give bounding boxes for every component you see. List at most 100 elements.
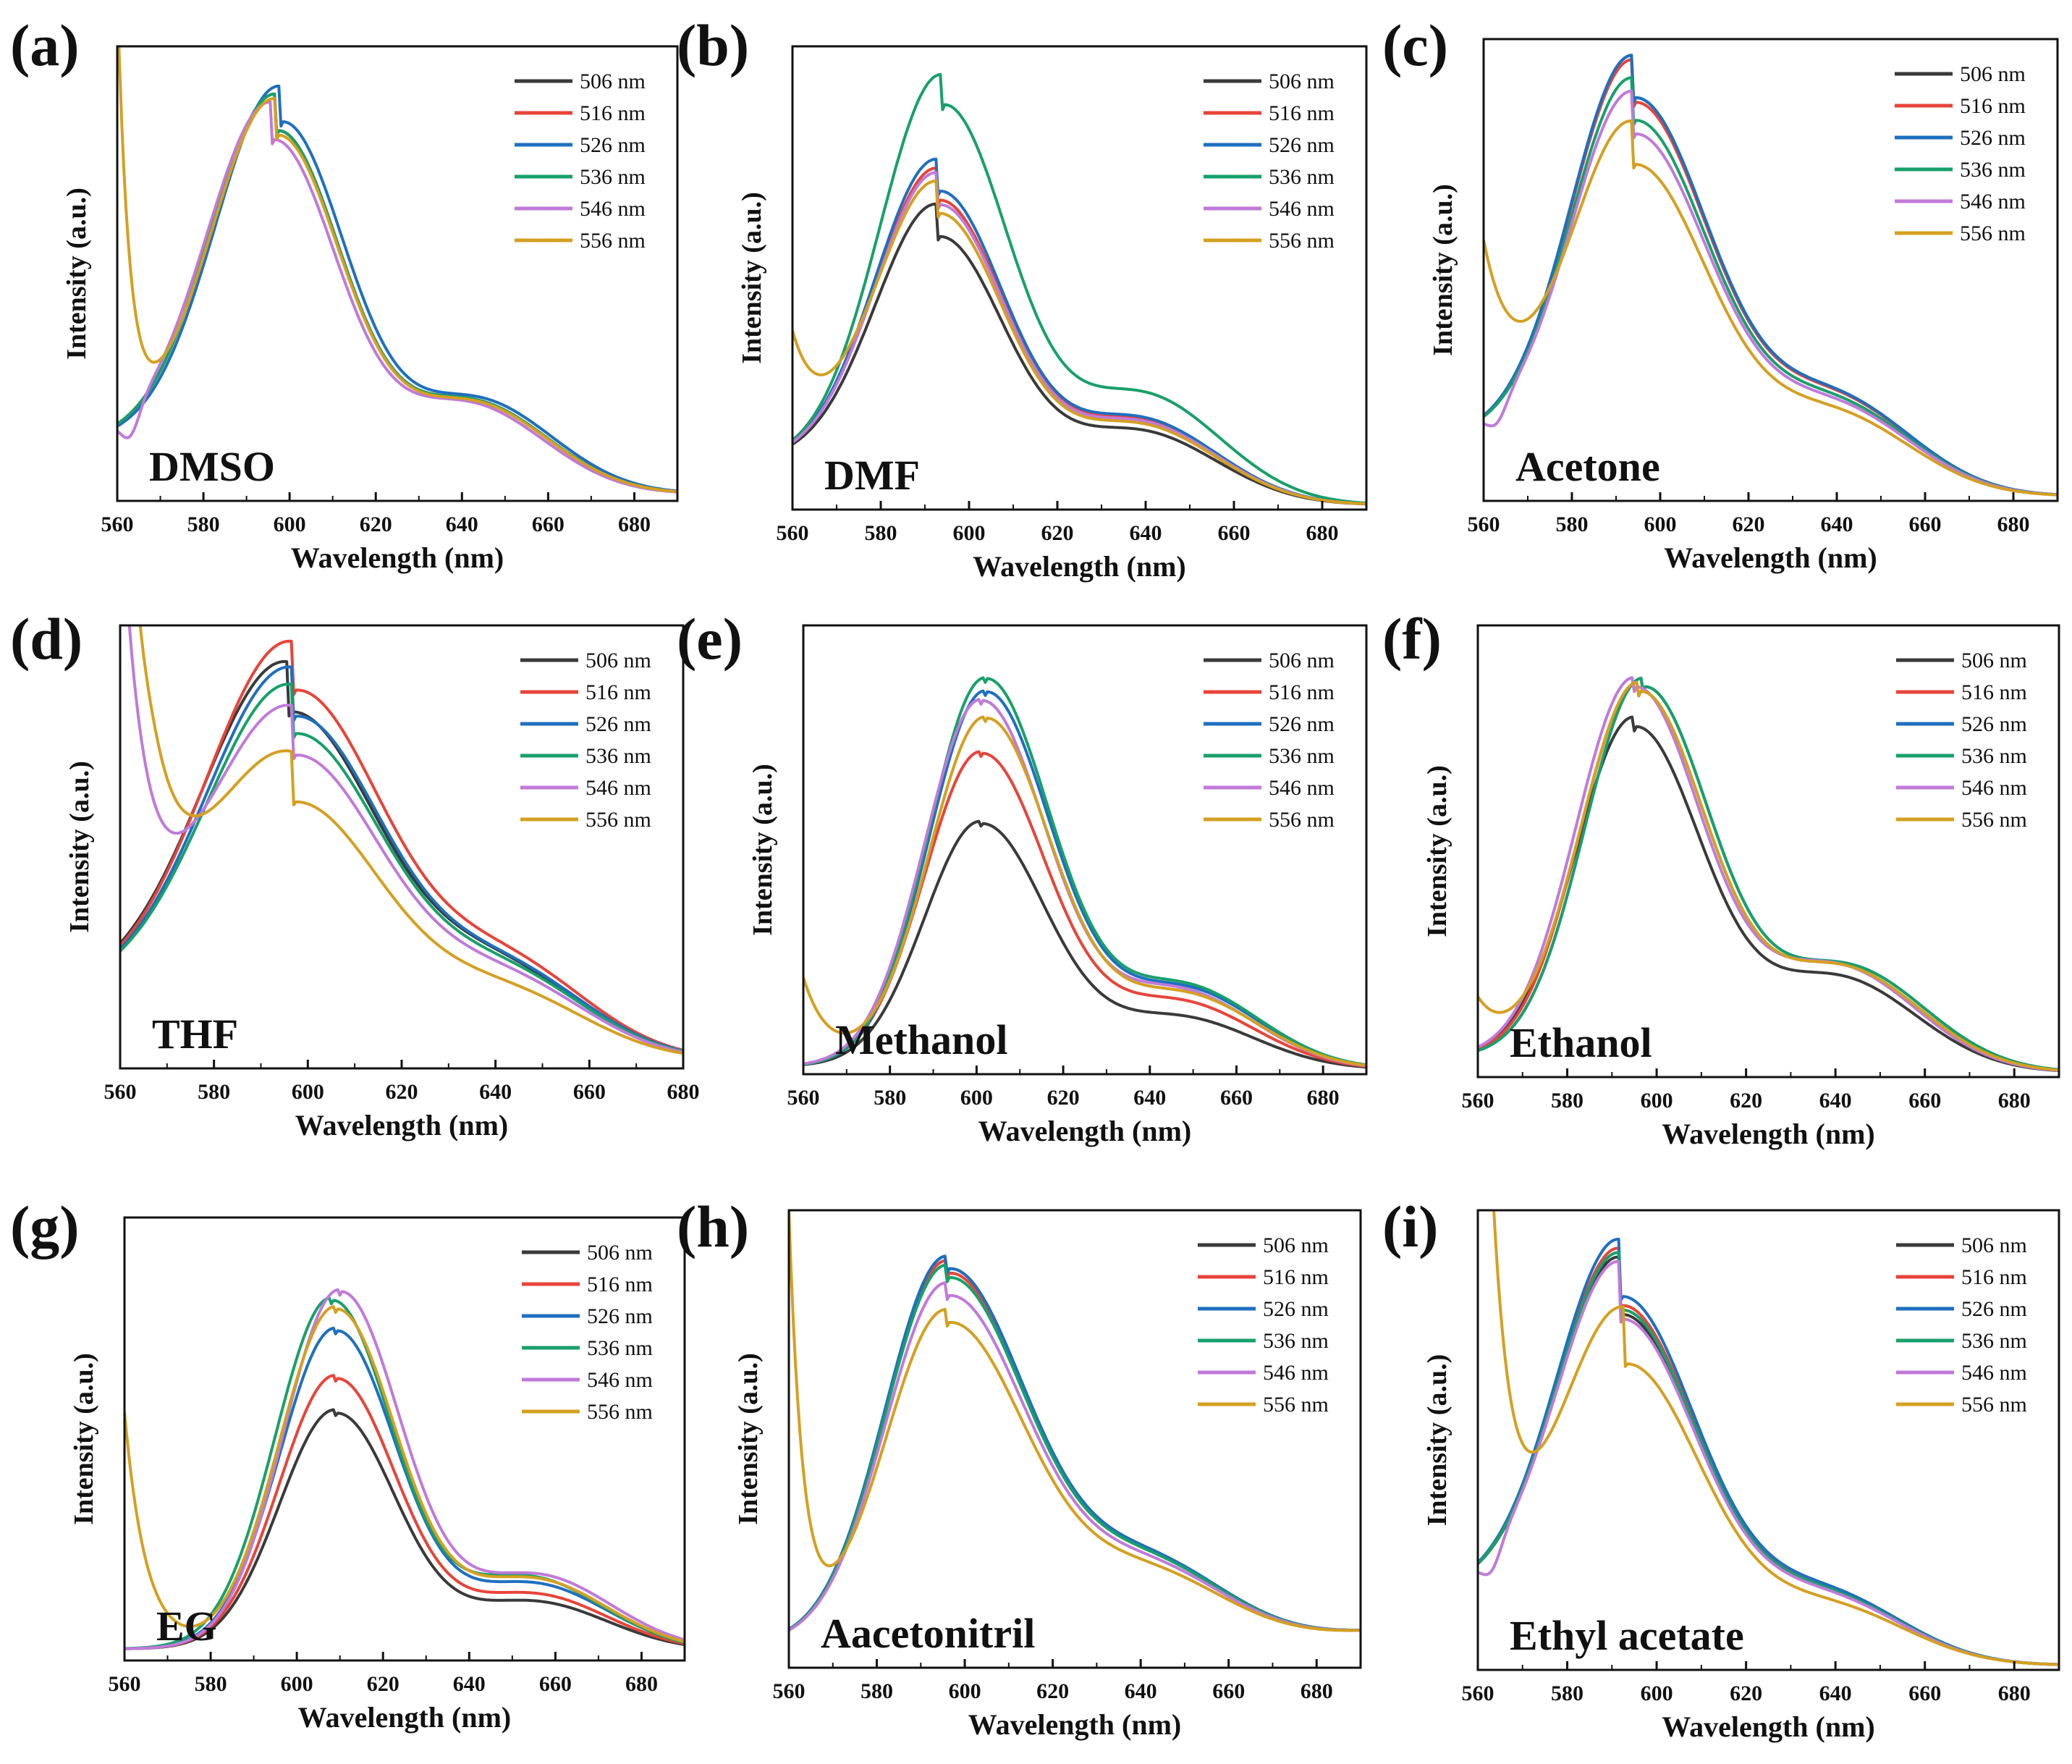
legend-entry: 506 nm (1961, 649, 2027, 672)
legend-entry: 546 nm (587, 1368, 653, 1392)
plot-frame (123, 1216, 686, 1662)
x-tick-label: 600 (292, 1080, 324, 1104)
panel-label: (g) (10, 1194, 80, 1259)
legend-entry: 546 nm (580, 197, 646, 221)
x-tick-label: 600 (1644, 512, 1677, 536)
legend: 506 nm 516 nm 526 nm 536 nm 546 nm 556 nm (515, 69, 646, 253)
series-line-556-nm (1492, 1210, 2059, 1666)
series-group (1478, 676, 2059, 1073)
legend: 506 nm 516 nm 526 nm 536 nm 546 nm 556 nm (1896, 1233, 2027, 1417)
legend-entry: 506 nm (1269, 69, 1335, 93)
x-tick-label: 660 (1212, 1679, 1245, 1703)
legend: 506 nm 516 nm 526 nm 536 nm 546 nm 556 nm (1198, 1233, 1329, 1417)
x-axis-label: Wavelength (nm) (298, 1701, 511, 1734)
panel-label: (d) (10, 606, 83, 672)
x-tick-label: 660 (532, 512, 564, 536)
legend-entry: 536 nm (1263, 1329, 1329, 1353)
legend: 506 nm 516 nm 526 nm 536 nm 546 nm 556 nm (1896, 649, 2027, 832)
plot-frame (791, 45, 1368, 511)
legend-entry: 536 nm (585, 744, 651, 768)
x-tick-label: 660 (1908, 1089, 1941, 1113)
panel-c: (c) 560 580 600 620 640 660 680 Wavelength (nm) I… (1382, 12, 2059, 574)
x-tick-label: 640 (1821, 512, 1853, 536)
legend-entry: 526 nm (587, 1304, 653, 1328)
panel-f: (f) 560 580 600 620 640 660 680 Wavelength (nm) I… (1382, 606, 2060, 1150)
y-axis-label: Intensity (a.u.) (737, 192, 767, 364)
series-line-546-nm (124, 1288, 685, 1650)
solvent-label: Aacetonitril (821, 1610, 1035, 1657)
x-tick-label: 580 (187, 512, 220, 536)
series-line-536-nm (120, 683, 683, 1053)
series-group (1484, 54, 2058, 497)
series-group (120, 625, 683, 1055)
series-line-516-nm (1478, 680, 2059, 1072)
x-tick-label: 560 (777, 521, 809, 545)
legend-entry: 526 nm (1269, 712, 1335, 736)
series-line-546-nm (127, 625, 683, 1054)
x-tick-label: 680 (1997, 512, 2030, 536)
legend-entry: 556 nm (580, 229, 646, 253)
legend-entry: 546 nm (585, 776, 651, 800)
x-axis-label: Wavelength (nm) (968, 1708, 1181, 1741)
x-tick-label: 680 (1307, 1086, 1340, 1110)
x-axis-label: Wavelength (nm) (291, 541, 504, 574)
legend-entry: 536 nm (587, 1336, 653, 1360)
series-line-516-nm (1484, 58, 2058, 497)
legend-entry: 536 nm (1961, 744, 2027, 768)
x-axis-label: Wavelength (nm) (1662, 1710, 1874, 1743)
x-tick-label: 680 (1998, 1089, 2031, 1113)
x-tick-label: 600 (1641, 1089, 1673, 1113)
legend-entry: 556 nm (587, 1400, 653, 1424)
panel-h: (h) 560 580 600 620 640 660 680 Wavelength (nm) I… (677, 1194, 1362, 1741)
x-tick-label: 600 (949, 1679, 981, 1703)
series-line-556-nm (124, 1305, 685, 1643)
x-tick-label: 660 (1220, 1086, 1253, 1110)
x-tick-label: 680 (618, 512, 651, 536)
legend-entry: 516 nm (1269, 101, 1335, 125)
x-tick-label: 580 (860, 1679, 893, 1703)
y-axis-label: Intensity (a.u.) (62, 187, 92, 360)
legend-entry: 516 nm (587, 1273, 653, 1296)
x-axis-label: Wavelength (nm) (295, 1109, 508, 1141)
series-line-556-nm (803, 715, 1366, 1067)
legend-entry: 556 nm (1960, 221, 2026, 245)
legend-entry: 546 nm (1269, 776, 1335, 800)
legend-entry: 516 nm (1960, 94, 2026, 118)
legend-entry: 506 nm (585, 649, 651, 672)
x-tick-label: 620 (1036, 1679, 1069, 1703)
x-tick-label: 660 (539, 1672, 572, 1696)
series-line-546-nm (1478, 1259, 2059, 1666)
x-axis-label: Wavelength (nm) (1662, 1118, 1874, 1150)
legend-entry: 506 nm (1960, 62, 2026, 86)
legend-entry: 556 nm (585, 808, 651, 832)
x-tick-label: 560 (1462, 1089, 1494, 1113)
legend-entry: 526 nm (1960, 126, 2026, 150)
y-axis-label: Intensity (a.u.) (1428, 184, 1458, 356)
legend-entry: 506 nm (1263, 1233, 1329, 1257)
legend: 506 nm 516 nm 526 nm 536 nm 546 nm 556 nm (520, 649, 651, 832)
legend-entry: 506 nm (1961, 1233, 2027, 1257)
x-tick-label: 560 (1468, 512, 1500, 536)
legend: 506 nm 516 nm 526 nm 536 nm 546 nm 556 nm (522, 1241, 653, 1424)
series-line-526-nm (1484, 54, 2058, 497)
x-tick-label: 580 (1556, 512, 1589, 536)
legend-entry: 536 nm (1269, 165, 1335, 189)
x-tick-label: 640 (1125, 1679, 1157, 1703)
x-axis-label: Wavelength (nm) (978, 1115, 1191, 1147)
x-tick-label: 680 (1301, 1679, 1333, 1703)
x-axis-label: Wavelength (nm) (973, 550, 1185, 583)
solvent-label: Methanol (835, 1016, 1007, 1063)
series-line-526-nm (117, 84, 677, 493)
x-tick-label: 560 (101, 512, 134, 536)
series-line-556-nm (138, 625, 683, 1055)
series-line-556-nm (1484, 119, 2058, 497)
x-tick-label: 580 (1551, 1089, 1583, 1113)
legend-entry: 506 nm (1269, 649, 1335, 672)
x-tick-label: 560 (1462, 1681, 1494, 1705)
x-tick-label: 660 (1909, 512, 1942, 536)
panel-b: (b) 560 580 600 620 640 660 680 Wavelength (nm) I… (677, 12, 1368, 583)
legend-entry: 536 nm (1269, 744, 1335, 768)
x-tick-label: 640 (1819, 1089, 1852, 1113)
panel-g: (g) 560 580 600 620 640 660 680 Wavelength (nm) I… (10, 1194, 686, 1734)
